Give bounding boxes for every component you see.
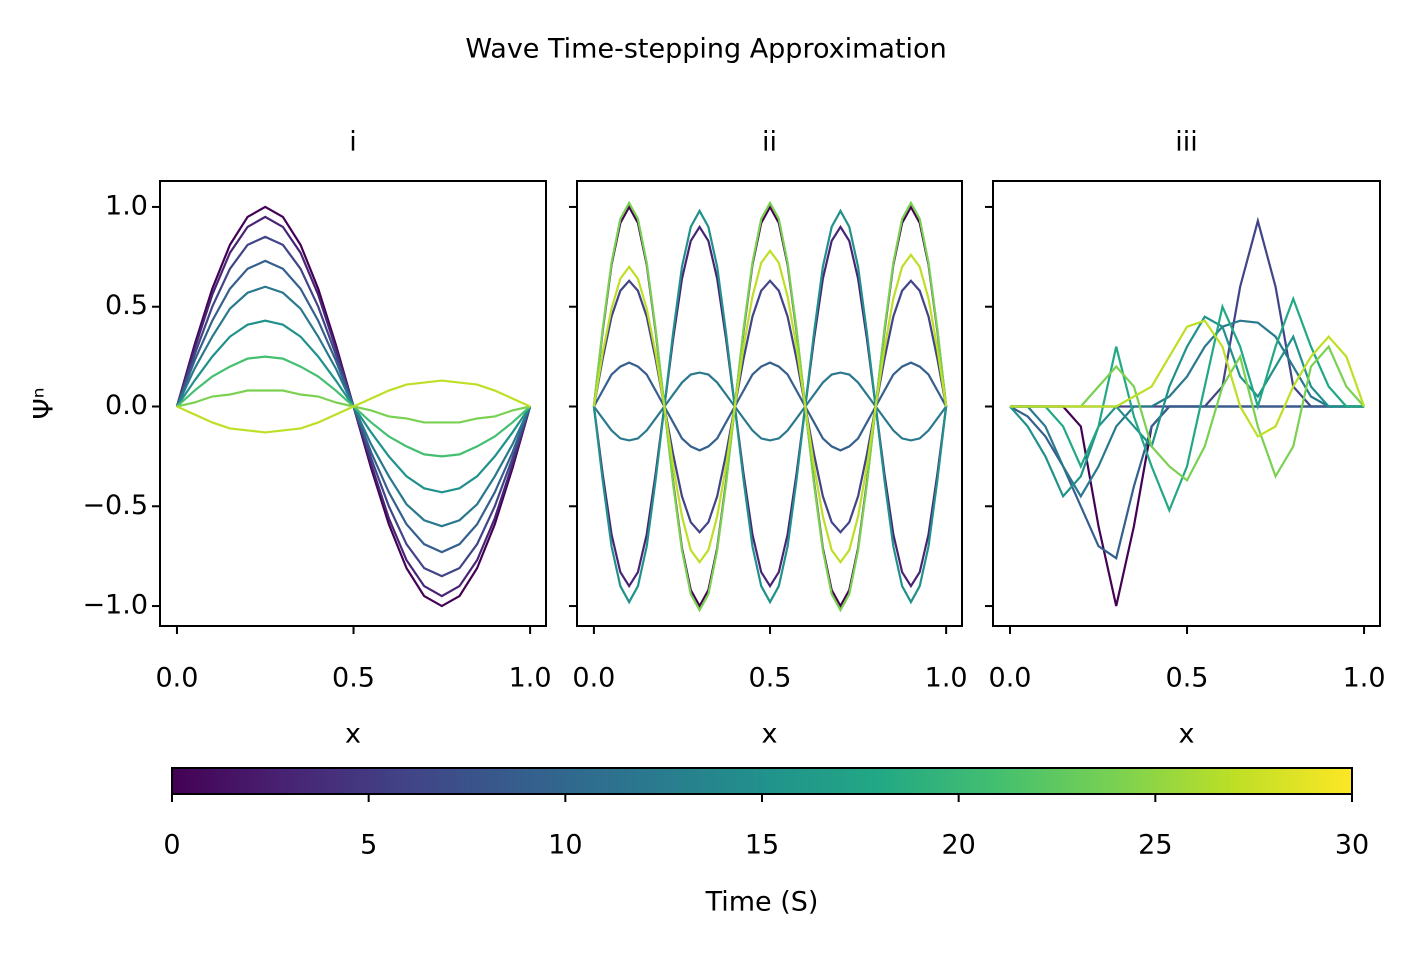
x-tick-label: 0.5 — [332, 663, 375, 694]
colorbar-label: Time (S) — [705, 887, 819, 918]
wave-line — [593, 371, 948, 442]
y-tick-label: −0.5 — [82, 490, 148, 521]
colorbar-tick-label: 15 — [745, 830, 779, 861]
wave-line — [1010, 295, 1365, 514]
y-axis-label: Ψⁿ — [29, 387, 60, 419]
y-tick-label: −1.0 — [82, 590, 148, 621]
y-tick-label: 1.0 — [105, 190, 148, 221]
plot-area — [592, 200, 948, 613]
wave-line — [592, 361, 948, 452]
figure-title: Wave Time-stepping Approximation — [465, 34, 946, 65]
colorbar-tick-label: 10 — [548, 830, 582, 861]
wave-line — [592, 208, 948, 605]
colorbar-tick-label: 25 — [1138, 830, 1172, 861]
y-tick-label: 0.0 — [105, 390, 148, 421]
colorbar-tick-label: 5 — [360, 830, 377, 861]
x-tick-label: 1.0 — [925, 663, 968, 694]
wave-line — [1010, 344, 1365, 483]
x-tick-label: 0.0 — [155, 663, 198, 694]
plot-area — [1009, 216, 1366, 607]
x-tick-label: 0.0 — [572, 663, 615, 694]
wave-line — [1010, 319, 1365, 499]
y-tick-label: 0.5 — [105, 290, 148, 321]
x-tick-label: 1.0 — [509, 663, 552, 694]
x-axis-label: x — [762, 719, 778, 750]
colorbar-tick-label: 20 — [941, 830, 975, 861]
panel-title: iii — [1175, 127, 1198, 158]
wave-line — [1009, 405, 1365, 560]
x-axis-label: x — [1179, 719, 1195, 750]
plot-area — [175, 205, 532, 608]
wave-line — [1010, 216, 1365, 408]
wave-line — [1010, 319, 1366, 438]
wave-line — [176, 379, 531, 434]
wave-line — [1009, 315, 1365, 499]
colorbar — [171, 767, 1353, 795]
x-tick-label: 0.5 — [749, 663, 792, 694]
x-tick-label: 0.5 — [1166, 663, 1209, 694]
wave-line — [592, 248, 948, 564]
x-axis-label: x — [345, 719, 361, 750]
panel-title: i — [349, 127, 357, 158]
wave-line — [592, 200, 948, 613]
axes-frame — [576, 180, 963, 627]
panel-title: ii — [762, 127, 777, 158]
colorbar-tick-label: 0 — [163, 830, 180, 861]
x-tick-label: 0.0 — [989, 663, 1032, 694]
wave-line — [1010, 405, 1365, 607]
wave-line — [592, 279, 948, 534]
colorbar-tick-label: 30 — [1335, 830, 1369, 861]
x-tick-label: 1.0 — [1343, 663, 1386, 694]
